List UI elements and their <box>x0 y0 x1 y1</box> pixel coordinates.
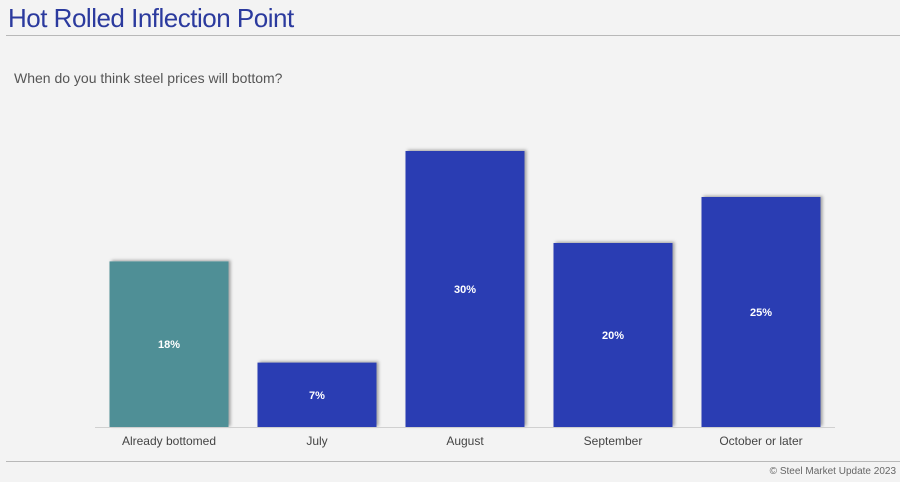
data-label: 18% <box>158 339 180 351</box>
category-label: July <box>306 434 327 448</box>
footer-divider <box>6 461 900 462</box>
bar <box>405 151 525 427</box>
data-label: 30% <box>454 284 476 296</box>
category-label: August <box>446 434 484 448</box>
data-label: 7% <box>309 390 325 402</box>
data-label: 20% <box>602 330 624 342</box>
bar <box>701 197 821 427</box>
category-label: October or later <box>719 434 802 448</box>
bar <box>257 362 377 427</box>
header-divider <box>6 35 900 36</box>
chart-title: When do you think steel prices will bott… <box>14 70 283 86</box>
category-label: Already bottomed <box>122 434 216 448</box>
page-title: Hot Rolled Inflection Point <box>8 3 294 33</box>
bar <box>109 261 229 427</box>
copyright: © Steel Market Update 2023 <box>769 466 896 477</box>
bar <box>553 243 673 427</box>
category-label: September <box>584 434 643 448</box>
data-label: 25% <box>750 307 772 319</box>
